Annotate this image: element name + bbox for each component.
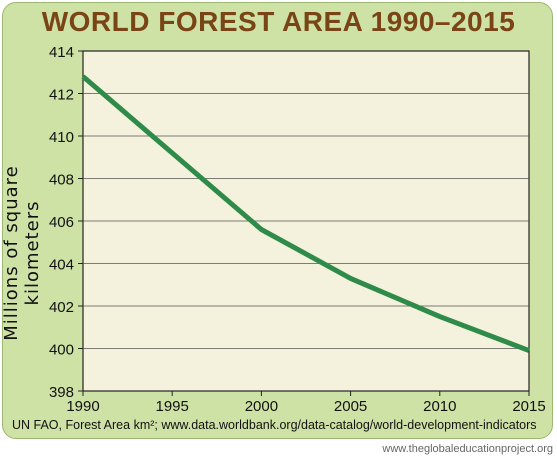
source-note: UN FAO, Forest Area km²; www.data.worldb… bbox=[12, 418, 537, 432]
y-tick-label: 398 bbox=[49, 384, 74, 401]
x-tick-label: 1995 bbox=[156, 398, 189, 415]
y-tick-label: 402 bbox=[49, 299, 74, 316]
x-axis-ticks: 1990 1995 2000 2005 2010 2015 bbox=[66, 391, 546, 415]
x-tick-label: 2005 bbox=[334, 398, 367, 415]
y-tick-label: 408 bbox=[49, 172, 74, 189]
y-axis-ticks: 398 400 402 404 406 408 410 412 414 bbox=[49, 44, 83, 401]
x-tick-label: 2000 bbox=[245, 398, 278, 415]
series-layer bbox=[81, 74, 530, 353]
x-tick-label: 2015 bbox=[512, 398, 545, 415]
x-tick-label: 2010 bbox=[423, 398, 456, 415]
y-tick-label: 404 bbox=[49, 257, 74, 274]
y-tick-label: 410 bbox=[49, 129, 74, 146]
y-tick-label: 406 bbox=[49, 214, 74, 231]
y-tick-label: 412 bbox=[49, 87, 74, 104]
grid-lines bbox=[83, 93, 529, 349]
x-tick-label: 1990 bbox=[66, 398, 99, 415]
y-tick-label: 400 bbox=[49, 342, 74, 359]
chart-title: WORLD FOREST AREA 1990–2015 bbox=[41, 6, 516, 37]
y-tick-label: 414 bbox=[49, 44, 74, 61]
credit-link[interactable]: www.theglobaleducationproject.org bbox=[382, 443, 553, 455]
